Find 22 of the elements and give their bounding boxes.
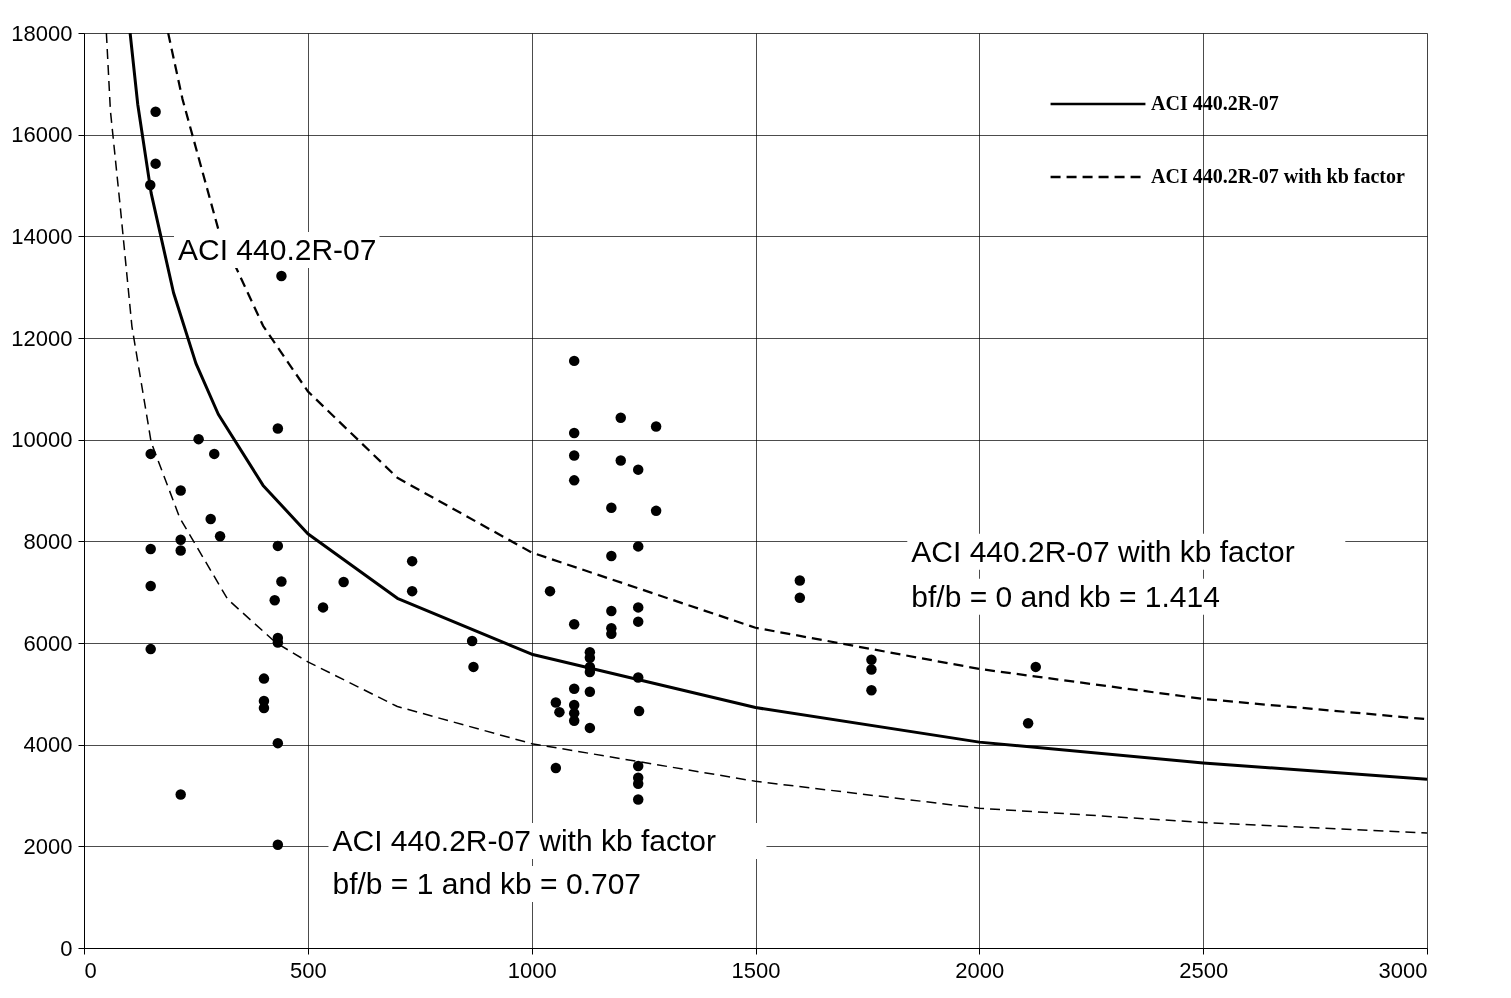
y-tick-label: 0 <box>60 935 73 961</box>
x-tick-label: 0 <box>84 957 97 983</box>
y-tick-label: 18000 <box>11 20 73 46</box>
y-tick-label: 8000 <box>23 528 73 554</box>
x-tick-label: 2000 <box>955 957 1005 983</box>
annotation: ACI 440.2R-07 with kb factor <box>332 824 716 858</box>
x-tick-label: 1000 <box>507 957 557 983</box>
y-tick-label: 12000 <box>11 325 73 351</box>
y-tick-label: 4000 <box>23 732 73 758</box>
y-tick-label: 14000 <box>11 223 73 249</box>
y-tick-label: 10000 <box>11 427 73 453</box>
x-tick-label: 500 <box>289 957 327 983</box>
annotation: ACI 440.2R-07 with kb factor <box>911 534 1295 568</box>
annotation: bf/b = 0 and kb = 1.414 <box>911 579 1220 613</box>
x-tick-label: 1500 <box>731 957 781 983</box>
y-tick-label: 2000 <box>23 833 73 859</box>
y-tick-label: 6000 <box>23 630 73 656</box>
annotation: ACI 440.2R-07 <box>178 232 377 266</box>
annotation: bf/b = 1 and kb = 0.707 <box>332 867 642 901</box>
x-tick-label: 3000 <box>1378 957 1428 983</box>
x-tick-label: 2500 <box>1179 957 1229 983</box>
y-tick-label: 16000 <box>11 122 73 148</box>
